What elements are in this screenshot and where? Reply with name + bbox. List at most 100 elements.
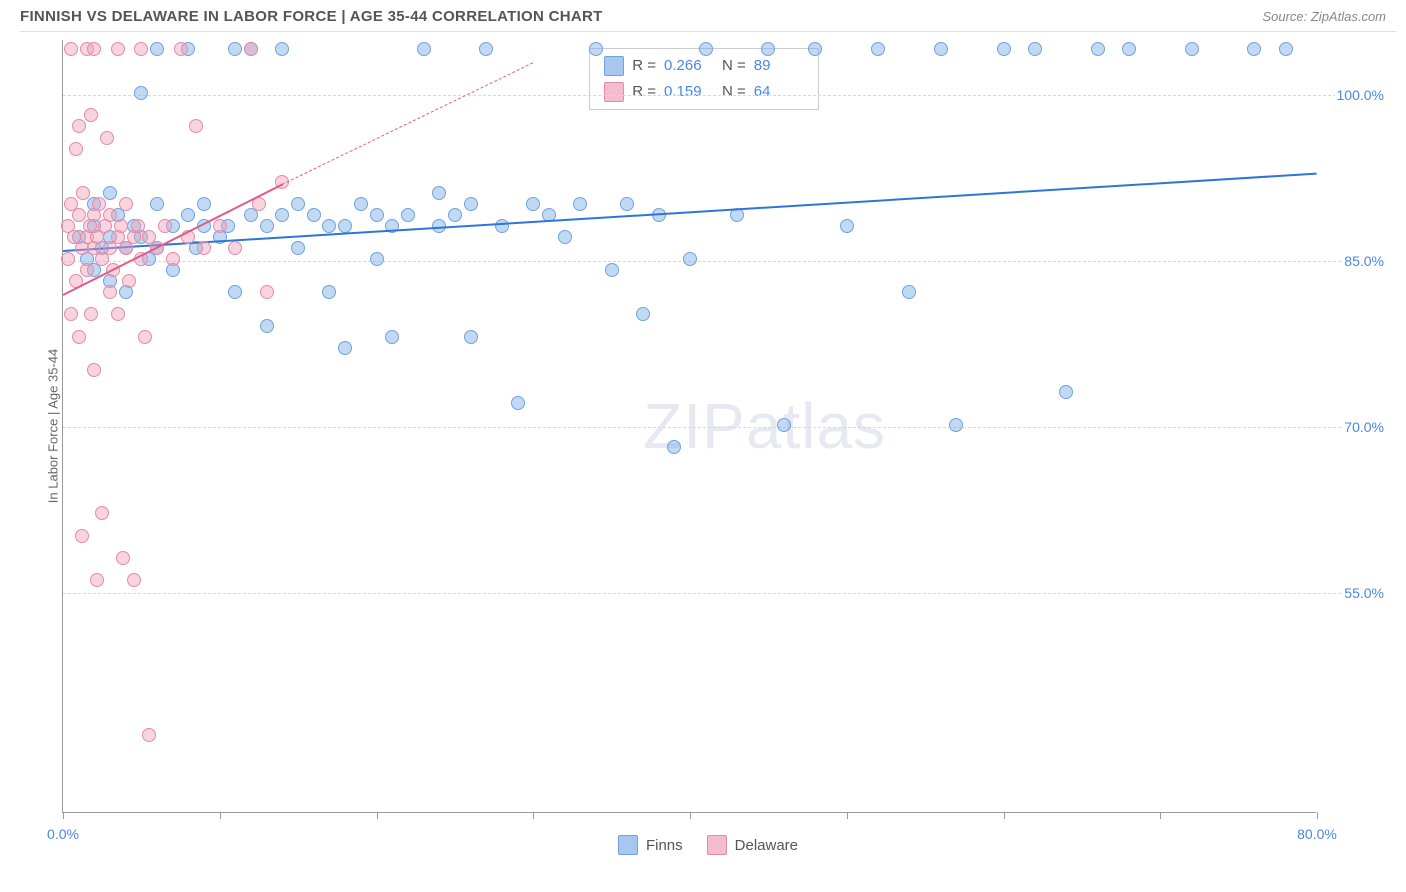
data-point [228,285,242,299]
data-point [189,119,203,133]
legend-row: R = 0.266 N = 89 [590,53,818,79]
data-point [111,307,125,321]
data-point [134,42,148,56]
legend-n-value: 89 [754,57,804,74]
data-point [158,219,172,233]
watermark: ZIPatlas [643,389,886,463]
x-tick-label: 80.0% [1297,826,1337,842]
data-point [417,42,431,56]
data-point [64,307,78,321]
data-point [87,363,101,377]
data-point [64,42,78,56]
data-point [122,274,136,288]
data-point [92,197,106,211]
legend-n-label: N = [722,57,746,74]
legend-r-label: R = [632,57,656,74]
data-point [432,186,446,200]
y-tick-label: 100.0% [1335,87,1386,103]
legend-r-value: 0.266 [664,57,714,74]
x-tick [533,812,534,819]
data-point [90,573,104,587]
legend-swatch [618,835,638,855]
data-point [683,252,697,266]
legend-n-value: 64 [754,83,804,100]
x-tick [1004,812,1005,819]
data-point [84,108,98,122]
x-tick [63,812,64,819]
data-point [840,219,854,233]
legend-swatch [604,56,624,76]
data-point [72,330,86,344]
data-point [526,197,540,211]
data-point [370,208,384,222]
data-point [385,330,399,344]
data-point [228,241,242,255]
legend-r-value: 0.159 [664,83,714,100]
plot-area: In Labor Force | Age 35-44 ZIPatlas R =0… [62,40,1316,813]
x-tick [377,812,378,819]
data-point [1059,385,1073,399]
data-point [95,506,109,520]
data-point [275,42,289,56]
data-point [464,197,478,211]
chart-title: FINNISH VS DELAWARE IN LABOR FORCE | AGE… [20,8,603,25]
data-point [558,230,572,244]
data-point [213,219,227,233]
legend-swatch [707,835,727,855]
data-point [322,219,336,233]
data-point [61,252,75,266]
data-point [103,186,117,200]
data-point [76,186,90,200]
data-point [260,319,274,333]
data-point [181,208,195,222]
legend-swatch [604,82,624,102]
gridline [63,95,1386,96]
data-point [116,551,130,565]
data-point [479,42,493,56]
y-tick-label: 55.0% [1342,585,1386,601]
data-point [197,241,211,255]
data-point [150,42,164,56]
data-point [307,208,321,222]
data-point [103,208,117,222]
data-point [322,285,336,299]
data-point [667,440,681,454]
data-point [72,119,86,133]
legend-n-label: N = [722,83,746,100]
legend-item: Delaware [707,835,798,855]
data-point [464,330,478,344]
data-point [871,42,885,56]
data-point [291,241,305,255]
source-attribution: Source: ZipAtlas.com [1262,9,1386,24]
data-point [354,197,368,211]
data-point [119,197,133,211]
data-point [75,529,89,543]
data-point [605,263,619,277]
data-point [370,252,384,266]
x-tick [220,812,221,819]
legend-label: Finns [646,837,683,854]
data-point [103,285,117,299]
data-point [197,197,211,211]
data-point [134,86,148,100]
data-point [166,252,180,266]
data-point [69,142,83,156]
data-point [949,418,963,432]
data-point [338,341,352,355]
data-point [138,330,152,344]
gridline [63,593,1386,594]
x-tick [1317,812,1318,819]
data-point [902,285,916,299]
data-point [808,42,822,56]
watermark-bold: ZIP [643,390,746,462]
data-point [1279,42,1293,56]
data-point [448,208,462,222]
chart-container: In Labor Force | Age 35-44 ZIPatlas R = 0… [20,31,1396,861]
legend-r-label: R = [632,83,656,100]
data-point [934,42,948,56]
y-axis-label: In Labor Force | Age 35-44 [46,349,61,503]
data-point [150,197,164,211]
data-point [87,42,101,56]
x-tick [690,812,691,819]
data-point [111,42,125,56]
